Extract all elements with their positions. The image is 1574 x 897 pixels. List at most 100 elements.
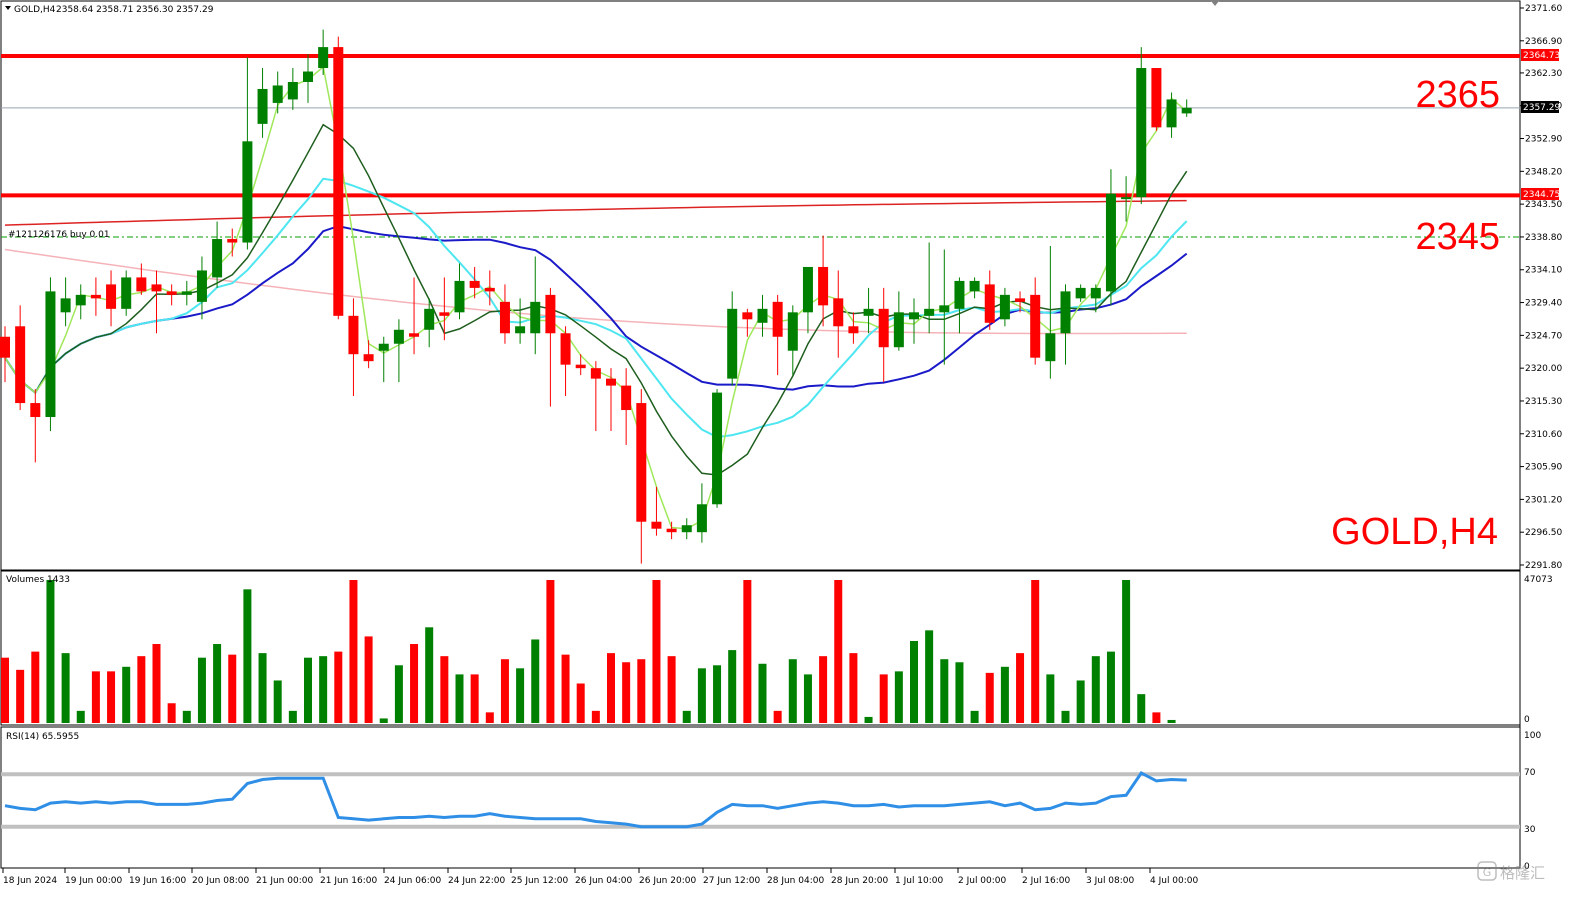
- svg-text:格隆汇: 格隆汇: [1500, 864, 1545, 882]
- bull-candle[interactable]: [999, 287, 1010, 327]
- bull-candle[interactable]: [318, 29, 329, 76]
- bull-candle[interactable]: [196, 256, 207, 320]
- bear-candle[interactable]: [878, 287, 889, 383]
- bull-candle[interactable]: [1166, 92, 1177, 138]
- gelonghui-logo: G 格隆汇: [1477, 861, 1545, 882]
- bull-candle[interactable]: [1090, 284, 1101, 313]
- bull-candle[interactable]: [681, 518, 692, 540]
- bull-candle[interactable]: [969, 277, 980, 299]
- bear-candle[interactable]: [651, 486, 662, 536]
- bear-candle[interactable]: [621, 368, 632, 445]
- bear-candle[interactable]: [106, 270, 117, 327]
- x-tick-label: 21 Jun 00:00: [256, 876, 313, 886]
- bull-candle[interactable]: [1136, 47, 1147, 205]
- bear-candle[interactable]: [545, 287, 556, 407]
- bear-candle[interactable]: [15, 305, 26, 411]
- bull-candle[interactable]: [893, 291, 904, 351]
- candle-body: [848, 326, 859, 334]
- bull-candle[interactable]: [121, 270, 132, 316]
- volume-bar: [46, 580, 55, 723]
- bull-candle[interactable]: [515, 298, 526, 344]
- bull-candle[interactable]: [393, 319, 404, 383]
- bull-candle[interactable]: [939, 249, 950, 365]
- bear-candle[interactable]: [1015, 291, 1026, 313]
- bear-candle[interactable]: [984, 270, 995, 330]
- bull-candle[interactable]: [60, 277, 71, 327]
- bear-candle[interactable]: [227, 228, 238, 257]
- bull-candle[interactable]: [303, 54, 313, 103]
- bear-candle[interactable]: [1030, 277, 1041, 365]
- bull-candle[interactable]: [181, 280, 192, 306]
- bear-candle[interactable]: [363, 340, 374, 369]
- bull-candle[interactable]: [863, 287, 874, 334]
- bear-candle[interactable]: [136, 263, 147, 295]
- bear-candle[interactable]: [348, 298, 359, 397]
- y-tick-label: 2324.70: [1525, 331, 1562, 341]
- bull-candle[interactable]: [454, 263, 465, 320]
- rsi-panel[interactable]: [0, 726, 1521, 869]
- chart-shift-marker-icon[interactable]: [1211, 1, 1219, 6]
- bull-candle[interactable]: [924, 242, 935, 334]
- bear-candle[interactable]: [484, 270, 495, 306]
- bear-candle[interactable]: [833, 270, 844, 358]
- bear-candle[interactable]: [0, 326, 10, 383]
- bear-candle[interactable]: [848, 312, 859, 344]
- bear-candle[interactable]: [606, 368, 616, 431]
- bull-candle[interactable]: [424, 298, 435, 348]
- bull-candle[interactable]: [45, 277, 56, 431]
- bull-candle[interactable]: [242, 57, 253, 250]
- bear-candle[interactable]: [499, 284, 510, 344]
- bull-candle[interactable]: [1045, 246, 1056, 379]
- bear-candle[interactable]: [469, 266, 480, 299]
- bear-candle[interactable]: [575, 354, 586, 376]
- bear-candle[interactable]: [409, 277, 420, 355]
- volume-bar: [955, 662, 964, 723]
- bull-candle[interactable]: [696, 483, 707, 543]
- price-panel[interactable]: [0, 0, 1521, 571]
- bear-candle[interactable]: [90, 277, 101, 316]
- x-tick-label: 19 Jun 16:00: [129, 876, 186, 886]
- bull-candle[interactable]: [757, 294, 768, 337]
- bear-candle[interactable]: [560, 326, 571, 397]
- bear-candle[interactable]: [151, 270, 162, 334]
- bull-candle[interactable]: [802, 266, 813, 334]
- volume-bar: [31, 651, 40, 723]
- symbol-dropdown-icon[interactable]: [5, 6, 11, 10]
- bull-candle[interactable]: [257, 68, 268, 138]
- bull-candle[interactable]: [75, 284, 86, 320]
- candle-body: [924, 308, 935, 316]
- volume-bar: [1137, 694, 1146, 723]
- bull-candle[interactable]: [787, 305, 798, 376]
- bull-candle[interactable]: [1060, 284, 1071, 365]
- candle-body: [863, 308, 874, 316]
- bear-candle[interactable]: [742, 308, 753, 337]
- candle-body: [393, 329, 404, 344]
- bull-candle[interactable]: [530, 256, 541, 355]
- candle-body: [181, 291, 192, 295]
- bull-candle[interactable]: [212, 221, 223, 288]
- bear-candle[interactable]: [772, 294, 783, 376]
- bull-candle[interactable]: [727, 291, 738, 386]
- bear-candle[interactable]: [818, 235, 829, 327]
- candle-body: [287, 81, 298, 100]
- bear-candle[interactable]: [1151, 68, 1162, 131]
- bear-candle[interactable]: [439, 277, 450, 341]
- bull-candle[interactable]: [1075, 284, 1086, 302]
- bear-candle[interactable]: [30, 389, 41, 463]
- bear-candle[interactable]: [666, 521, 677, 540]
- bear-candle[interactable]: [333, 36, 344, 320]
- bear-candle[interactable]: [636, 389, 647, 564]
- bull-candle[interactable]: [287, 68, 298, 110]
- bull-candle[interactable]: [712, 389, 723, 508]
- bull-candle[interactable]: [909, 298, 919, 344]
- bull-candle[interactable]: [272, 71, 283, 114]
- bull-candle[interactable]: [1105, 169, 1116, 306]
- bear-candle[interactable]: [166, 284, 177, 306]
- volume-bar: [1091, 656, 1100, 723]
- bull-candle[interactable]: [954, 277, 965, 334]
- bull-candle[interactable]: [1121, 176, 1132, 222]
- bear-candle[interactable]: [590, 361, 601, 431]
- bull-candle[interactable]: [378, 336, 389, 383]
- bull-candle[interactable]: [1181, 99, 1192, 117]
